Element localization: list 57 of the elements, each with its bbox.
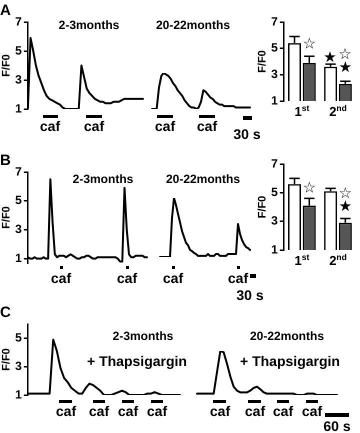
y-tick-label: 3 (271, 214, 278, 228)
y-tick-label: 5 (15, 43, 22, 58)
text: caf (118, 403, 138, 419)
text: 30 s (233, 126, 261, 142)
y-axis-title: F/F0 (0, 54, 13, 77)
y-axis-title: F/F0 (256, 196, 269, 218)
y-tick-label: 5 (15, 330, 22, 345)
y-tick-label: 3 (271, 66, 278, 81)
y-tick-label: 7 (15, 14, 22, 28)
annotation: ☆ (302, 34, 316, 52)
y-tick-label: 1 (15, 387, 22, 402)
y-tick-label: 5 (271, 40, 278, 55)
y-axis-title: F/F0 (0, 206, 13, 229)
y-tick-label: 1 (15, 250, 22, 265)
y-tick-label: 3 (15, 358, 22, 373)
text: caf (272, 403, 294, 419)
text: caf (116, 270, 138, 286)
y-tick-label: 5 (15, 193, 22, 208)
y-tick-label: 5 (271, 184, 278, 199)
y-tick-label: 7 (15, 164, 22, 178)
annotation: + Thapsigargin (240, 353, 340, 369)
y-tick-label: 1 (271, 242, 278, 256)
text: caf (56, 403, 76, 419)
text: caf (228, 270, 248, 286)
text: 60 s (323, 418, 351, 433)
chart-title: A (0, 2, 11, 20)
y-tick-label: 3 (15, 72, 22, 86)
text: caf (88, 403, 110, 419)
y-tick-label: 3 (15, 222, 22, 236)
y-tick-label: 1 (15, 101, 22, 116)
text: caf (84, 118, 104, 134)
text: caf (302, 403, 322, 419)
annotation: ★ (323, 48, 337, 66)
y-axis-title: F/F0 (0, 348, 13, 371)
text: caf (50, 270, 72, 286)
text: 20-22months (166, 172, 240, 186)
y-tick-label: 7 (271, 14, 278, 28)
annotation: 2-3months (112, 329, 174, 343)
chart-title: B (0, 152, 11, 170)
y-tick-label: 7 (271, 156, 278, 170)
annotation: ☆ (302, 178, 316, 196)
text: caf (146, 403, 168, 419)
text: caf (40, 118, 60, 134)
text: caf (154, 118, 176, 134)
text: caf (162, 270, 184, 286)
text: 20-22months (250, 329, 324, 343)
text: caf (210, 403, 230, 419)
annotation: 2-3months (72, 172, 134, 186)
text: 30 s (236, 287, 264, 303)
text: caf (196, 118, 218, 134)
y-tick-label: 1 (271, 93, 278, 108)
annotation: + Thapsigargin (87, 353, 187, 369)
text: 20-22months (156, 18, 230, 32)
annotation: 2-3months (58, 18, 120, 32)
text: caf (244, 403, 266, 419)
y-axis-title: F/F0 (256, 50, 269, 73)
chart-title: C (0, 304, 11, 322)
